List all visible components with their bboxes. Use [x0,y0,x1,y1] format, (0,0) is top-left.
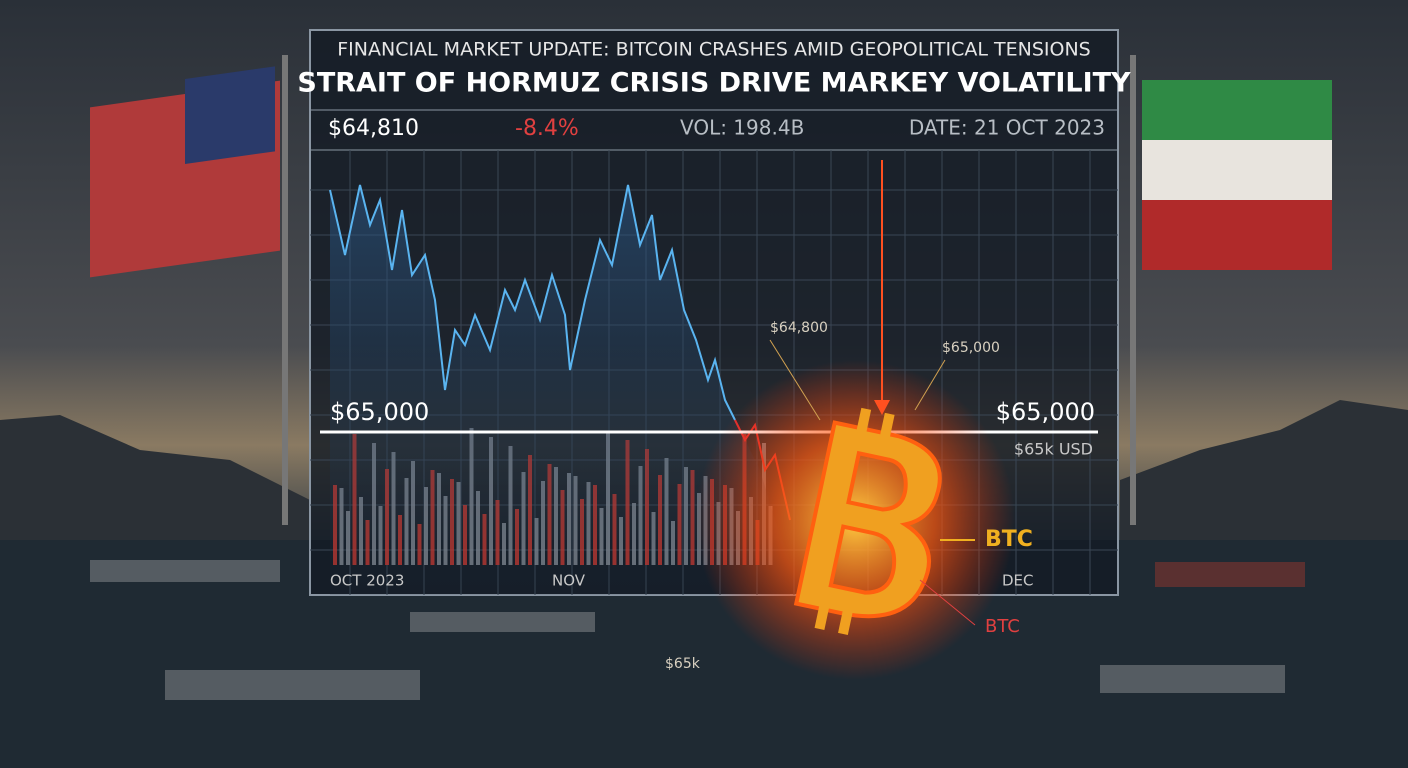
level-label: $65,000 [330,398,429,426]
btc-label: BTC [985,527,1033,552]
price-line [329,184,736,421]
iran-flag [1142,80,1332,270]
mountains [0,400,1408,540]
annotation: $65,000 [942,340,1000,356]
arrowhead [874,400,890,415]
x-label: NOV [552,572,586,590]
leader [914,359,946,411]
x-label: DEC [1002,572,1034,590]
ships [90,560,1305,700]
volume: VOL: 198.4B [680,116,804,140]
level-unit: $65k USD [1014,440,1093,459]
x-label: OCT 2023 [330,572,404,590]
flagpole [1130,55,1136,525]
level-label: $65,000 [996,398,1095,426]
bitcoin-logo [793,407,942,635]
leader [919,579,976,626]
title: STRAIT OF HORMUZ CRISIS DRIVE MARKEY VOL… [297,68,1131,99]
annotation: $64,800 [770,320,828,336]
us-flag [90,66,280,278]
price-area [330,185,790,595]
annotation: $65k [665,656,701,672]
price: $64,810 [328,116,419,141]
subtitle: FINANCIAL MARKET UPDATE: BITCOIN CRASHES… [337,39,1091,61]
leader [769,339,821,421]
change: -8.4% [515,116,579,141]
flagpole [282,55,288,525]
btc-label: BTC [985,616,1020,637]
date: DATE: 21 OCT 2023 [909,116,1105,140]
